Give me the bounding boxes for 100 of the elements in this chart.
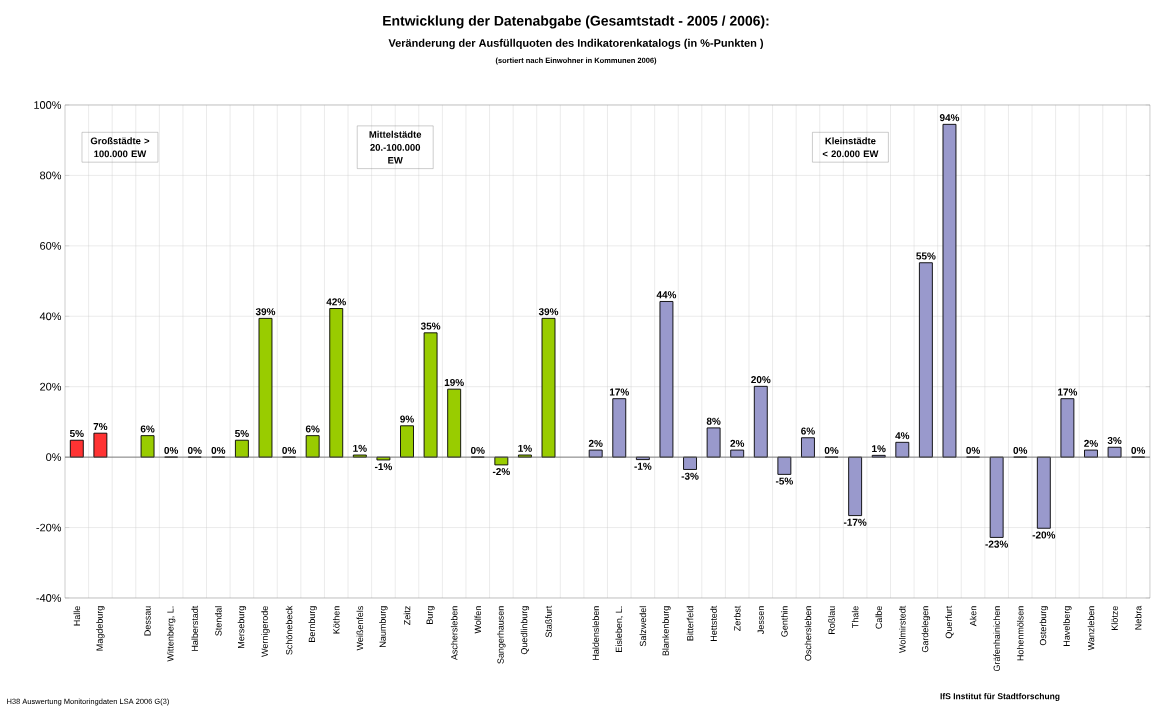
- y-tick-label: 20%: [40, 382, 62, 391]
- data-label: 2%: [588, 439, 603, 447]
- x-tick-label: Blankenburg: [662, 606, 671, 656]
- x-tick-label: Magdeburg: [96, 606, 105, 651]
- x-tick-label: Klötze: [1111, 606, 1118, 630]
- data-label: -1%: [634, 462, 652, 470]
- x-tick-label: Jessen: [757, 606, 764, 635]
- x-tick-label: Gardelegen: [921, 606, 931, 653]
- annotation: Großstädte > 100.000 EW: [90, 137, 150, 158]
- data-label: 0%: [1131, 446, 1146, 454]
- x-tick-label: Wolfen: [474, 606, 482, 634]
- x-tick-label: Wanzleben: [1087, 606, 1095, 651]
- x-tick-label: Aken: [969, 606, 977, 627]
- x-tick-label: Querfurt: [945, 605, 954, 639]
- data-label: -5%: [775, 477, 793, 485]
- annotation: Kleinstädte < 20.000 EW: [822, 137, 879, 158]
- annotation: Mittelstädte 20.-100.000 EW: [369, 130, 422, 164]
- data-label: 0%: [1013, 446, 1028, 454]
- x-tick-label: Hohenmölsen: [1016, 606, 1024, 661]
- x-tick-label: Zeitz: [403, 606, 411, 625]
- data-label: 0%: [470, 446, 485, 454]
- x-tick-label: Köthen: [332, 606, 340, 634]
- data-label: -2%: [492, 468, 510, 476]
- data-label: 17%: [609, 388, 629, 396]
- x-tick-label: Naumburg: [379, 606, 388, 647]
- x-tick-label: Quedlinburg: [520, 606, 530, 655]
- y-tick-label: 60%: [40, 241, 62, 250]
- x-tick-label: Aschersleben: [450, 606, 458, 661]
- data-label: 39%: [538, 308, 559, 316]
- data-label: 1%: [872, 445, 886, 453]
- x-tick-label: Wernigerode: [261, 606, 270, 657]
- x-tick-label: Wolmirstedt: [899, 605, 906, 653]
- data-label: 0%: [282, 446, 297, 454]
- y-tick-label: -20%: [36, 523, 62, 532]
- data-label: -1%: [374, 463, 393, 471]
- data-label: 0%: [824, 446, 839, 454]
- data-label: 1%: [518, 444, 532, 452]
- data-label: -20%: [1032, 531, 1056, 539]
- chart-title: Entwicklung der Datenabgabe (Gesamtstadt - 2005 / 2006):: [383, 15, 769, 29]
- x-tick-label: Staßfurt: [545, 605, 552, 638]
- data-label: 5%: [69, 430, 84, 438]
- text: IfS Institut für Stadtforschung: [940, 693, 1060, 701]
- data-label: 94%: [939, 114, 960, 122]
- data-label: 2%: [730, 439, 745, 447]
- data-label: 5%: [235, 430, 249, 438]
- data-label: 35%: [420, 322, 441, 330]
- data-label: 17%: [1058, 388, 1078, 396]
- x-tick-label: Weißenfels: [356, 606, 364, 651]
- data-label: 2%: [1084, 439, 1098, 447]
- x-tick-label: Thale: [851, 606, 859, 628]
- data-label: 39%: [255, 308, 276, 316]
- data-label: 44%: [656, 291, 677, 299]
- data-label: 7%: [93, 422, 108, 430]
- data-label: -17%: [843, 518, 867, 526]
- x-tick-label: Roßlau: [828, 606, 835, 634]
- data-label: 9%: [400, 415, 414, 423]
- x-tick-label: Dessau: [144, 606, 151, 636]
- data-label: 8%: [706, 417, 721, 425]
- x-tick-label: Havelberg: [1063, 606, 1072, 646]
- x-tick-label: Salzwedel: [639, 606, 647, 647]
- data-label: 0%: [164, 446, 179, 454]
- x-tick-label: Bernburg: [308, 606, 317, 642]
- x-tick-label: Nebra: [1134, 605, 1142, 630]
- data-label: 0%: [211, 446, 226, 454]
- data-label: 3%: [1107, 437, 1122, 445]
- x-tick-label: Calbe: [875, 606, 883, 629]
- x-tick-label: Halberstadt: [191, 605, 199, 651]
- x-tick-label: Merseburg: [237, 606, 247, 648]
- x-tick-label: Zerbst: [733, 605, 741, 631]
- x-tick-label: Bitterfeld: [686, 606, 694, 641]
- x-tick-label: Stendal: [215, 606, 222, 636]
- x-tick-label: Osterburg: [1039, 606, 1048, 646]
- data-label: 6%: [305, 425, 320, 433]
- data-label: 6%: [140, 425, 155, 433]
- data-label: -23%: [985, 540, 1008, 548]
- chart-subtitle: Veränderung der Ausfüllquoten des Indikatorenkatalogs (in %-Punkten ): [388, 38, 764, 50]
- x-tick-label: Genthin: [781, 606, 788, 637]
- data-label: 19%: [444, 378, 464, 386]
- x-tick-label: Sangerhausen: [497, 606, 506, 664]
- x-tick-label: Wittenberg, L.: [166, 606, 176, 662]
- data-label: 0%: [187, 446, 202, 454]
- data-label: 4%: [895, 432, 910, 440]
- y-tick-label: 40%: [39, 312, 62, 321]
- data-label: 6%: [801, 427, 815, 435]
- x-tick-label: Eisleben, L.: [615, 606, 624, 652]
- y-tick-label: -40%: [36, 594, 62, 602]
- x-tick-label: Halle: [73, 606, 81, 626]
- data-label: 42%: [326, 298, 346, 306]
- x-tick-label: Burg: [426, 606, 435, 624]
- x-tick-label: Haldensleben: [592, 606, 599, 660]
- y-tick-label: 100%: [34, 101, 62, 109]
- data-label: 55%: [916, 252, 936, 260]
- x-tick-label: Schönebeck: [285, 605, 293, 655]
- x-tick-label: Gräfenhainichen: [993, 606, 1000, 672]
- y-tick-label: 0%: [46, 453, 62, 462]
- x-tick-label: Hettstedt: [710, 605, 717, 641]
- data-label: -3%: [681, 472, 699, 480]
- x-tick-label: Oschersleben: [804, 606, 812, 661]
- data-label: 1%: [353, 444, 367, 452]
- y-tick-label: 80%: [40, 171, 62, 180]
